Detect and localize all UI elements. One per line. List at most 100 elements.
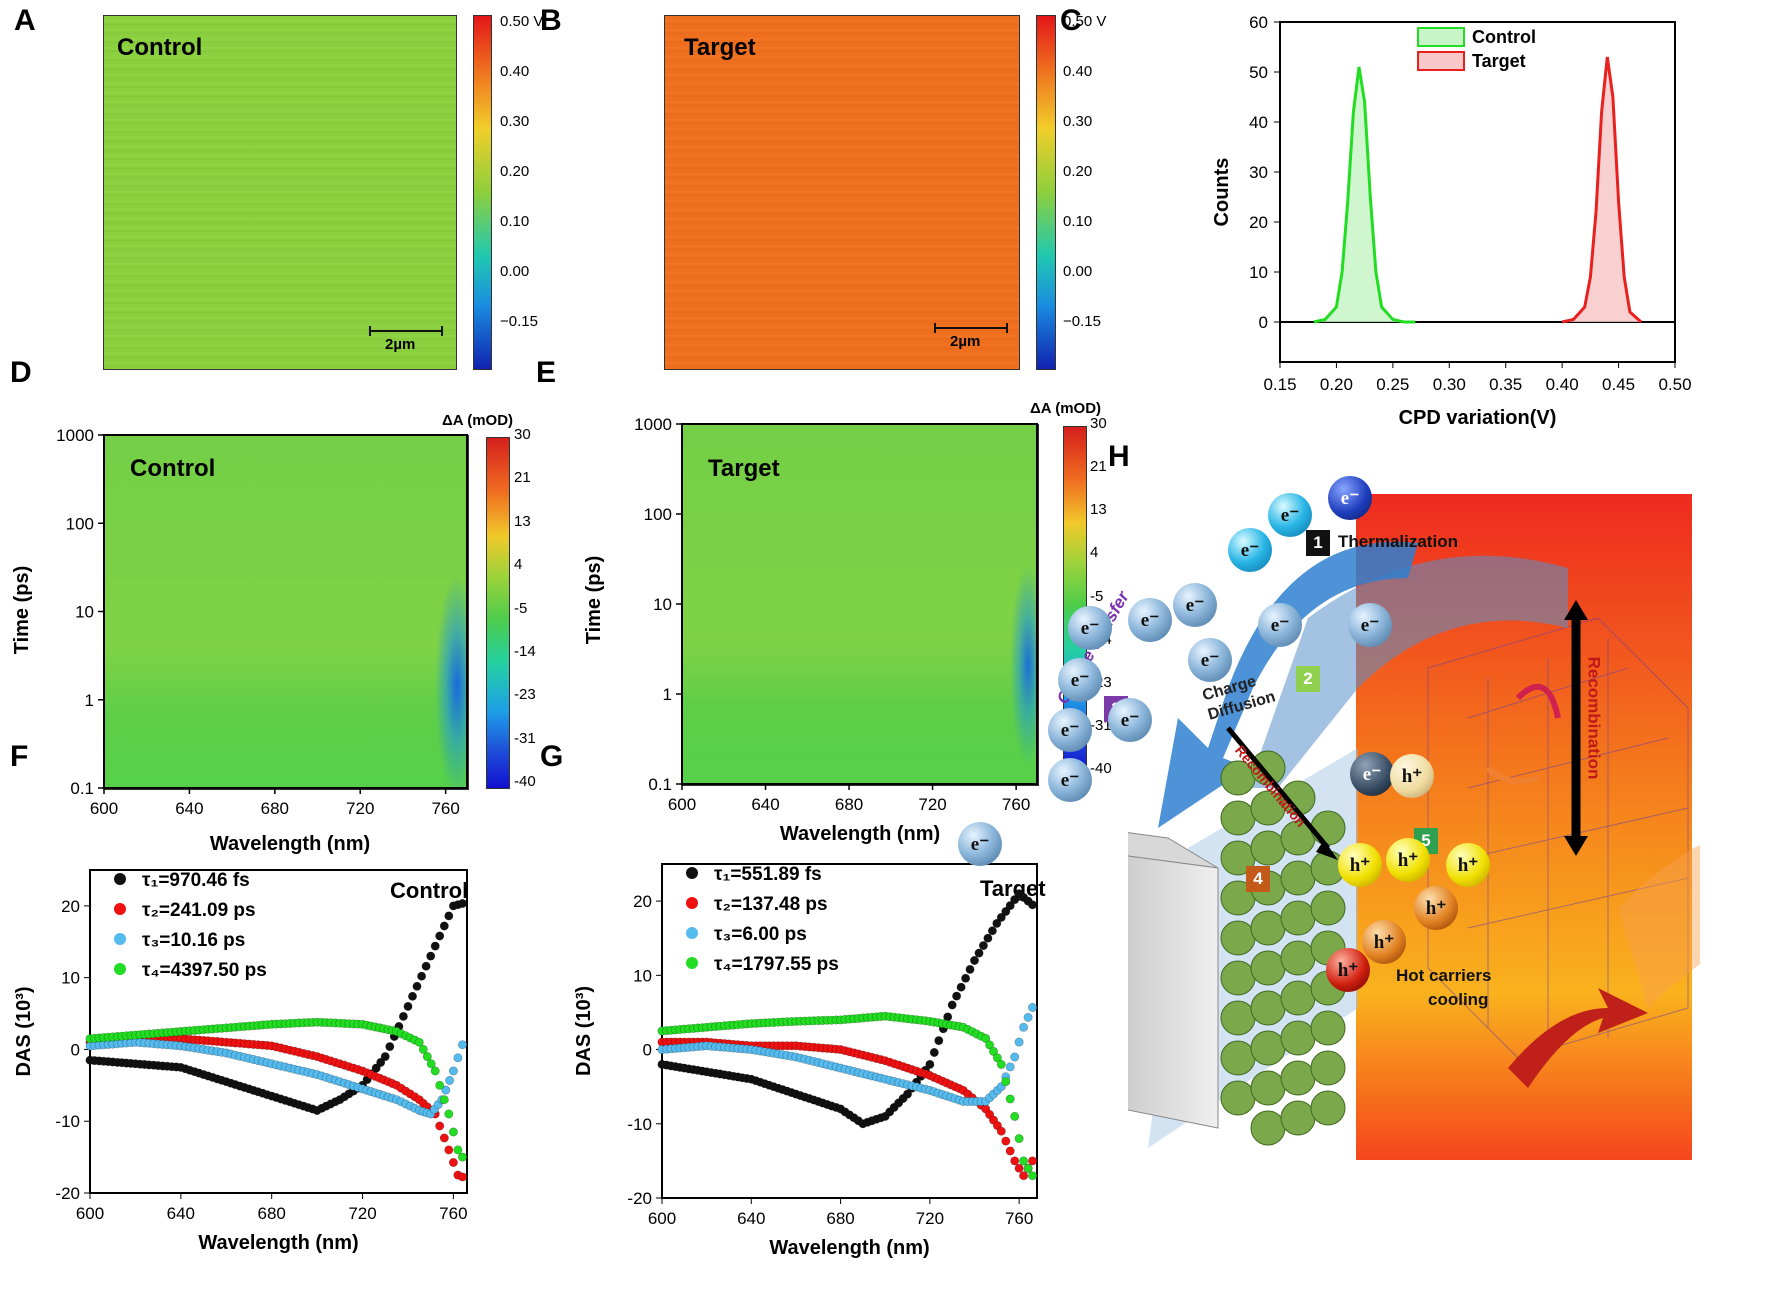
- ta-control-map: [104, 435, 469, 790]
- carrier-dynamics-schematic: 1 2 3 4 5 Thermalization Charge Diffusio…: [958, 476, 1700, 1238]
- data-point: [439, 1095, 449, 1105]
- step-badge-2: 2: [1296, 666, 1320, 692]
- data-point: [403, 1001, 413, 1011]
- data-point: [1023, 1012, 1033, 1022]
- x-tick-label: 680: [835, 795, 863, 814]
- y-tick-label: -20: [55, 1184, 80, 1203]
- hole-particle: h⁺: [1446, 843, 1490, 887]
- ta-control-label: Control: [130, 455, 216, 482]
- data-point: [1001, 1136, 1011, 1146]
- x-tick-label: 600: [90, 799, 118, 818]
- y-tick-label: -10: [55, 1112, 80, 1131]
- electron-particle: e⁻: [1058, 658, 1102, 702]
- ta-colorbar-d-tick: 13: [514, 512, 531, 530]
- data-point: [453, 1053, 463, 1063]
- legend-swatch: [1417, 51, 1465, 71]
- ta-colorbar-e-tick: -5: [1090, 587, 1104, 605]
- step-badge-4: 4: [1246, 866, 1270, 892]
- data-point: [421, 961, 431, 971]
- y-axis-label: DAS (10³): [573, 986, 595, 1076]
- electron-particle: e⁻: [1128, 598, 1172, 642]
- kpfm-target-label: Target: [684, 34, 756, 61]
- kpfm-colorbar-a-tick: 0.20: [500, 163, 530, 180]
- data-point: [457, 898, 467, 908]
- series-line-control: [1313, 66, 1416, 324]
- data-point: [983, 933, 993, 943]
- plot-frame: [1279, 21, 1676, 363]
- cpd-histogram-chart: 0.15 0.20 0.25 0.30 0.35 0.40 0.45 0.50 0 10 20 30 4…: [1211, 13, 1692, 429]
- kpfm-colorbar-b: [1036, 15, 1056, 370]
- ta-colorbar-e-title: ΔA (mOD): [1030, 400, 1102, 417]
- ta-target-map: [682, 424, 1039, 786]
- data-point: [902, 1089, 912, 1099]
- kpfm-colorbar-b-tick: 0.20: [1063, 163, 1093, 180]
- x-tick-label: 0.20: [1320, 375, 1353, 394]
- panel-letter-c: C: [1060, 4, 1082, 37]
- electron-particle: e⁻: [1348, 603, 1392, 647]
- y-tick-label: 10: [61, 969, 80, 988]
- data-point: [952, 991, 962, 1001]
- data-point: [1019, 1156, 1029, 1166]
- legend-label: τ₃=10.16 ps: [142, 930, 245, 951]
- x-tick-label: 640: [737, 1209, 765, 1228]
- data-point: [448, 1127, 458, 1137]
- data-point: [422, 1052, 432, 1062]
- ta-colorbar-e-tick: -40: [1090, 760, 1112, 777]
- x-axis-label: CPD variation(V): [1399, 407, 1557, 429]
- x-axis-label: Wavelength (nm): [210, 833, 370, 855]
- hole-particle: h⁺: [1390, 754, 1434, 798]
- data-point: [380, 1052, 390, 1062]
- x-tick-label: 0.40: [1546, 375, 1579, 394]
- electron-particle: e⁻: [958, 822, 1002, 866]
- hot-carrier-cooling-arrow: [1508, 988, 1648, 1088]
- data-point: [444, 1109, 454, 1119]
- scale-bar-b-text: 2µm: [950, 333, 981, 350]
- data-point: [439, 921, 449, 931]
- kpfm-target-map: [664, 15, 1020, 370]
- data-point: [1027, 1171, 1037, 1181]
- cooling-glow: [1618, 844, 1700, 1008]
- kpfm-control-label: Control: [117, 34, 203, 61]
- electron-particle: e⁻: [1048, 708, 1092, 752]
- y-axis-label: DAS (10³): [13, 986, 35, 1076]
- y-tick-label: 10: [633, 966, 652, 985]
- y-tick-label: 0: [71, 1040, 80, 1059]
- data-point: [457, 1172, 467, 1182]
- data-point: [448, 1157, 458, 1167]
- data-point: [1005, 1094, 1015, 1104]
- data-point: [1001, 1077, 1011, 1087]
- kpfm-colorbar-a-tick: 0.40: [500, 63, 530, 80]
- plot-frame: [89, 869, 468, 1194]
- x-axis-label: Wavelength (nm): [769, 1237, 929, 1259]
- kpfm-colorbar-b-tick: 0.30: [1063, 113, 1093, 130]
- y-tick-label: 1000: [634, 415, 672, 434]
- ta-colorbar-d-tick: -31: [514, 729, 536, 747]
- x-tick-label: 640: [751, 795, 779, 814]
- x-axis-label: Wavelength (nm): [780, 823, 940, 845]
- legend-marker: [114, 933, 126, 945]
- kpfm-control-map: [103, 15, 457, 370]
- ta-colorbar-d-title: ΔA (mOD): [442, 412, 514, 429]
- x-tick-label: 720: [916, 1209, 944, 1228]
- data-point: [414, 1037, 424, 1047]
- data-point: [1027, 1156, 1037, 1166]
- data-point: [412, 981, 422, 991]
- x-tick-label: 680: [257, 1204, 285, 1223]
- x-tick-label: 640: [175, 799, 203, 818]
- step5-curve-arrow: [1515, 683, 1561, 719]
- legend-marker: [114, 903, 126, 915]
- x-tick-label: 760: [1005, 1209, 1033, 1228]
- kpfm-colorbar-a-tick: 0.30: [500, 113, 530, 130]
- series-line-target: [1561, 56, 1643, 324]
- legend-marker: [114, 963, 126, 975]
- plot-frame: [681, 423, 1038, 785]
- data-point: [996, 912, 1006, 922]
- data-point: [965, 964, 975, 974]
- x-tick-label: 600: [668, 795, 696, 814]
- data-point: [988, 1046, 998, 1056]
- data-point: [430, 1066, 440, 1076]
- y-tick-label: -20: [627, 1189, 652, 1208]
- data-point: [1005, 901, 1015, 911]
- legend-swatch: [1417, 27, 1465, 47]
- data-point: [1027, 1003, 1037, 1013]
